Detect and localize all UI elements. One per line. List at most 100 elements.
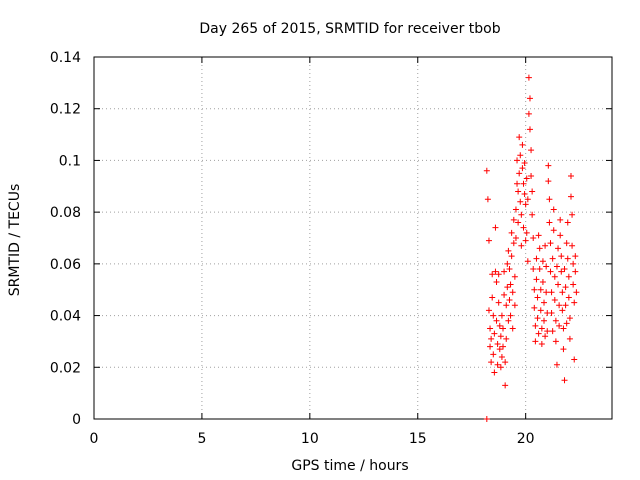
data-point bbox=[545, 162, 552, 169]
data-point bbox=[511, 273, 518, 280]
y-tick-label: 0.04 bbox=[50, 309, 81, 325]
data-point bbox=[496, 322, 503, 329]
data-point bbox=[548, 309, 555, 316]
data-point bbox=[504, 284, 511, 291]
data-point bbox=[508, 253, 515, 260]
data-point bbox=[523, 175, 530, 182]
data-point bbox=[543, 289, 550, 296]
data-point bbox=[506, 266, 513, 273]
x-axis-label: GPS time / hours bbox=[291, 458, 408, 474]
data-point bbox=[538, 325, 545, 332]
data-point bbox=[541, 317, 548, 324]
data-point bbox=[522, 201, 529, 208]
y-tick-label: 0.06 bbox=[50, 257, 81, 273]
data-point bbox=[564, 255, 571, 262]
data-point bbox=[563, 320, 570, 327]
data-point bbox=[498, 312, 505, 319]
y-tick-label: 0.14 bbox=[50, 50, 81, 66]
data-point bbox=[508, 229, 515, 236]
data-point bbox=[555, 245, 562, 252]
data-point bbox=[563, 240, 570, 247]
data-point bbox=[521, 191, 528, 198]
data-point bbox=[522, 237, 529, 244]
data-point bbox=[514, 157, 521, 164]
x-tick-label: 20 bbox=[517, 431, 535, 447]
x-tick-label: 15 bbox=[409, 431, 427, 447]
data-point bbox=[517, 152, 524, 159]
data-point bbox=[547, 240, 554, 247]
data-point bbox=[525, 110, 532, 117]
data-point bbox=[518, 242, 525, 249]
data-point bbox=[557, 232, 564, 239]
data-point bbox=[500, 325, 507, 332]
x-tick-label: 0 bbox=[90, 431, 99, 447]
data-point bbox=[569, 211, 576, 218]
data-point bbox=[490, 351, 497, 358]
data-point bbox=[506, 297, 513, 304]
data-point bbox=[490, 312, 497, 319]
data-point bbox=[507, 312, 514, 319]
data-point bbox=[533, 255, 540, 262]
data-point bbox=[495, 271, 502, 278]
data-point bbox=[539, 278, 546, 285]
data-point bbox=[536, 245, 543, 252]
data-point bbox=[558, 268, 565, 275]
data-point bbox=[488, 335, 495, 342]
data-point bbox=[494, 341, 501, 348]
data-point bbox=[489, 294, 496, 301]
data-point bbox=[553, 263, 560, 270]
data-point bbox=[535, 232, 542, 239]
data-point bbox=[493, 278, 500, 285]
y-tick-label: 0.08 bbox=[50, 205, 81, 221]
data-point bbox=[514, 180, 521, 187]
data-point bbox=[532, 338, 539, 345]
data-point bbox=[562, 284, 569, 291]
data-point bbox=[512, 206, 519, 213]
data-point bbox=[530, 235, 537, 241]
data-point bbox=[509, 325, 516, 332]
data-point bbox=[561, 377, 568, 384]
data-point bbox=[493, 317, 500, 324]
data-point bbox=[559, 289, 566, 296]
data-point bbox=[553, 361, 560, 368]
data-point bbox=[539, 258, 546, 265]
data-point bbox=[492, 268, 499, 275]
data-point bbox=[502, 359, 509, 366]
data-point bbox=[484, 196, 491, 203]
data-point bbox=[515, 188, 522, 195]
data-point bbox=[548, 289, 555, 296]
data-point bbox=[512, 235, 519, 241]
data-point bbox=[510, 216, 517, 223]
data-point bbox=[497, 364, 504, 371]
data-point bbox=[503, 335, 510, 342]
data-point bbox=[550, 227, 557, 234]
data-point bbox=[542, 333, 549, 340]
data-point bbox=[526, 126, 533, 133]
data-point bbox=[509, 289, 516, 296]
data-point bbox=[565, 294, 572, 301]
data-point bbox=[518, 211, 525, 218]
data-point bbox=[521, 160, 528, 167]
data-point bbox=[531, 286, 538, 293]
data-point bbox=[503, 302, 510, 309]
data-point bbox=[485, 307, 492, 314]
data-point bbox=[494, 361, 501, 368]
data-point bbox=[573, 289, 580, 296]
data-point bbox=[505, 247, 512, 254]
data-point bbox=[487, 343, 494, 350]
data-point bbox=[534, 294, 541, 301]
data-point bbox=[571, 299, 578, 306]
data-point bbox=[528, 147, 535, 154]
data-point bbox=[526, 95, 533, 102]
data-point bbox=[545, 178, 552, 185]
plot-frame bbox=[93, 56, 613, 420]
data-point bbox=[515, 219, 522, 226]
data-point bbox=[528, 172, 535, 179]
data-point bbox=[535, 330, 542, 337]
data-point bbox=[571, 356, 578, 363]
data-point bbox=[559, 307, 566, 314]
data-point bbox=[500, 343, 507, 350]
data-point bbox=[543, 263, 550, 270]
data-point bbox=[501, 291, 508, 298]
